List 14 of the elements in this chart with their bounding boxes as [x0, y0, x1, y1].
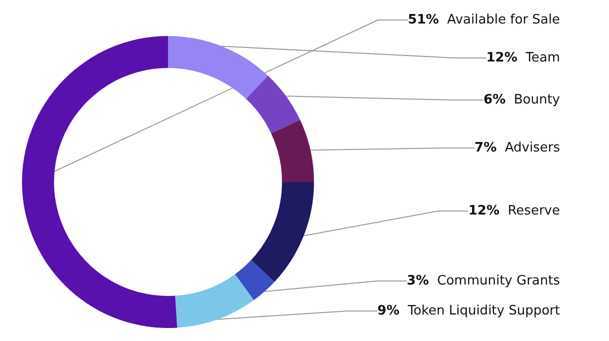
slice-label: Reserve [499, 204, 560, 218]
slice-label: Advisers [496, 140, 560, 156]
slice-label: Community Grants [428, 274, 560, 288]
data-label: 12% [486, 50, 518, 66]
data-label: 12% [468, 204, 500, 218]
slice-label: Team [517, 50, 560, 66]
data-label: 51% [408, 12, 439, 28]
data-label: 7% [474, 140, 497, 156]
data-label: 6% [484, 92, 506, 108]
data-label: 9% [377, 304, 400, 318]
slice-label: Token Liquidity Support [399, 304, 560, 318]
slice-label: Available for Sale [438, 12, 560, 28]
slice-label: Bounty [506, 92, 560, 108]
data-label: 3% [406, 274, 429, 288]
